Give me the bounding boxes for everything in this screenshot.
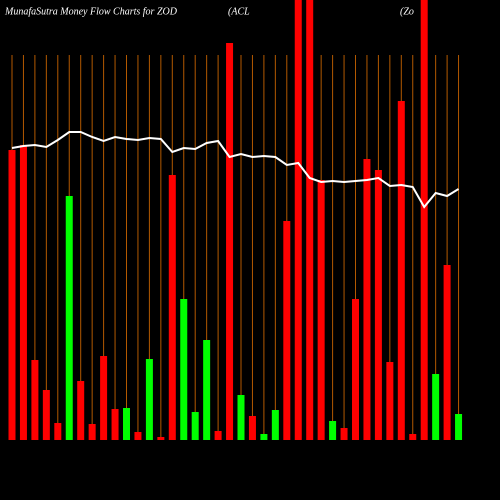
bar (294, 0, 302, 440)
chart-title: MunafaSutra Money Flow Charts for ZOD (4, 6, 178, 17)
bar (420, 0, 428, 440)
bar (317, 180, 325, 440)
bar (374, 170, 382, 440)
bar (65, 196, 73, 440)
bar (180, 299, 188, 440)
bar (157, 437, 165, 440)
bar (248, 416, 256, 440)
bar (432, 374, 440, 440)
bar (145, 359, 153, 440)
bar (214, 431, 222, 440)
bar (363, 159, 371, 440)
plot (8, 0, 463, 440)
bar (77, 381, 85, 440)
bar (88, 424, 96, 440)
bar (340, 428, 348, 440)
bar (168, 175, 176, 440)
bar (54, 423, 62, 440)
bar (455, 414, 463, 440)
bar (111, 409, 119, 440)
bar (203, 340, 211, 440)
bar (306, 0, 314, 440)
price-line (11, 131, 460, 209)
bar (443, 265, 451, 440)
bar (8, 150, 16, 440)
bar (19, 145, 27, 440)
bar (31, 360, 39, 440)
bar (134, 432, 142, 440)
bar (260, 434, 268, 440)
bar (283, 221, 291, 440)
bar (352, 299, 359, 440)
bar (329, 421, 337, 440)
bar (397, 101, 405, 440)
bar (237, 395, 245, 440)
bar (271, 410, 279, 440)
bar (386, 362, 394, 440)
chart-subtitle: (ACL (228, 6, 250, 17)
bar (409, 434, 417, 440)
bar (226, 43, 234, 440)
bar (42, 390, 50, 440)
bar (191, 412, 199, 440)
ticker: (Zo (400, 6, 414, 17)
bar (123, 408, 130, 440)
bar (100, 356, 108, 440)
